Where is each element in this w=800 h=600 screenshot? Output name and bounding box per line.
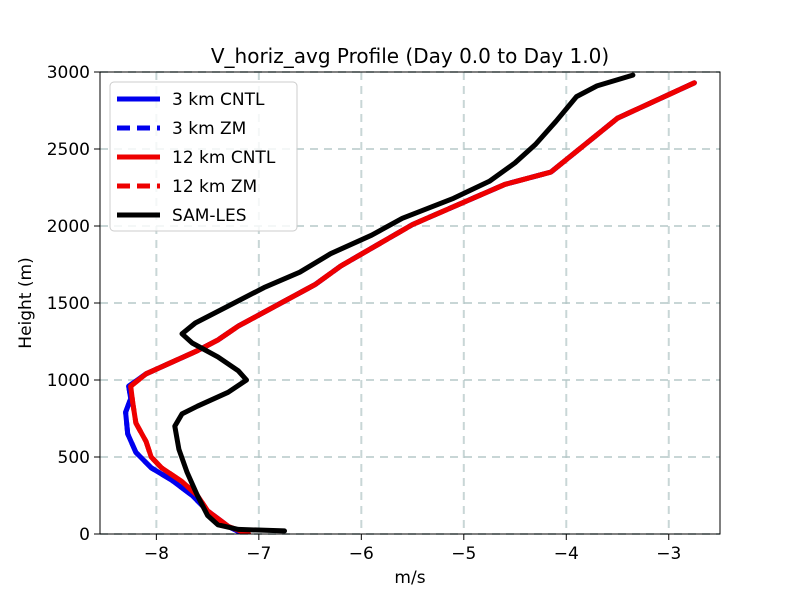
chart-title: V_horiz_avg Profile (Day 0.0 to Day 1.0): [211, 44, 609, 68]
x-axis: −8 −7 −6 −5 −4 −3: [144, 534, 681, 564]
y-tick-label: 0: [79, 525, 90, 545]
y-axis-label: Height (m): [16, 257, 36, 348]
legend-label-sam-les: SAM-LES: [172, 206, 247, 226]
y-tick-label: 500: [58, 448, 90, 468]
x-tick-label: −5: [451, 544, 476, 564]
x-axis-label: m/s: [394, 568, 425, 588]
series-layer: [123, 72, 697, 534]
x-tick-label: −3: [656, 544, 681, 564]
y-axis: 0 500 1000 1500 2000 2500 3000: [47, 63, 100, 545]
series-line-12-km-zm: [128, 80, 696, 534]
legend-label-3-km-zm: 3 km ZM: [172, 119, 246, 139]
y-tick-label: 2500: [47, 140, 90, 160]
y-tick-label: 2000: [47, 217, 90, 237]
legend-label-3-km-cntl: 3 km CNTL: [172, 90, 265, 110]
y-tick-label: 3000: [47, 63, 90, 83]
legend-box: [109, 81, 298, 232]
legend-label-12-km-cntl: 12 km CNTL: [172, 148, 276, 168]
x-tick-label: −7: [246, 544, 271, 564]
legend: 3 km CNTL 3 km ZM 12 km CNTL 12 km ZM SAM-LE…: [109, 81, 298, 232]
y-tick-label: 1500: [47, 294, 90, 314]
legend-label-12-km-zm: 12 km ZM: [172, 177, 257, 197]
x-tick-label: −4: [554, 544, 579, 564]
plot-area: [123, 72, 697, 534]
series-line-sam-les: [172, 72, 636, 534]
y-tick-label: 1000: [47, 371, 90, 391]
x-tick-label: −8: [144, 544, 169, 564]
x-tick-label: −6: [349, 544, 374, 564]
